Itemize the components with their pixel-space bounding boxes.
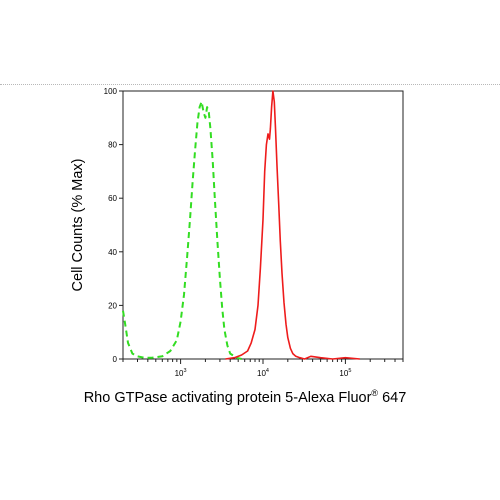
top-dotted-rule — [0, 84, 500, 85]
x-axis-title: Rho GTPase activating protein 5-Alexa Fl… — [84, 388, 407, 406]
y-tick-label: 100 — [104, 87, 118, 96]
y-axis: 0 20 40 60 80 100 — [104, 87, 123, 364]
y-axis-title: Cell Counts (% Max) — [70, 159, 86, 292]
series-line-dashed — [122, 100, 242, 360]
x-axis-title-suffix: 647 — [378, 390, 406, 406]
x-axis: 103 104 105 — [122, 359, 404, 378]
series-layer — [122, 90, 360, 360]
x-tick-label: 103 — [175, 368, 187, 378]
x-axis-title-superscript: ® — [371, 388, 378, 398]
x-tick-label: 104 — [257, 368, 269, 378]
y-tick-label: 20 — [108, 301, 117, 310]
x-axis-title-main: Rho GTPase activating protein 5-Alexa Fl… — [84, 390, 372, 406]
y-tick-label: 60 — [108, 194, 117, 203]
x-tick-label: 105 — [339, 368, 351, 378]
y-tick-label: 80 — [108, 141, 117, 150]
y-tick-label: 40 — [108, 248, 117, 257]
series-line-solid — [225, 90, 360, 360]
y-tick-label: 0 — [113, 355, 118, 364]
